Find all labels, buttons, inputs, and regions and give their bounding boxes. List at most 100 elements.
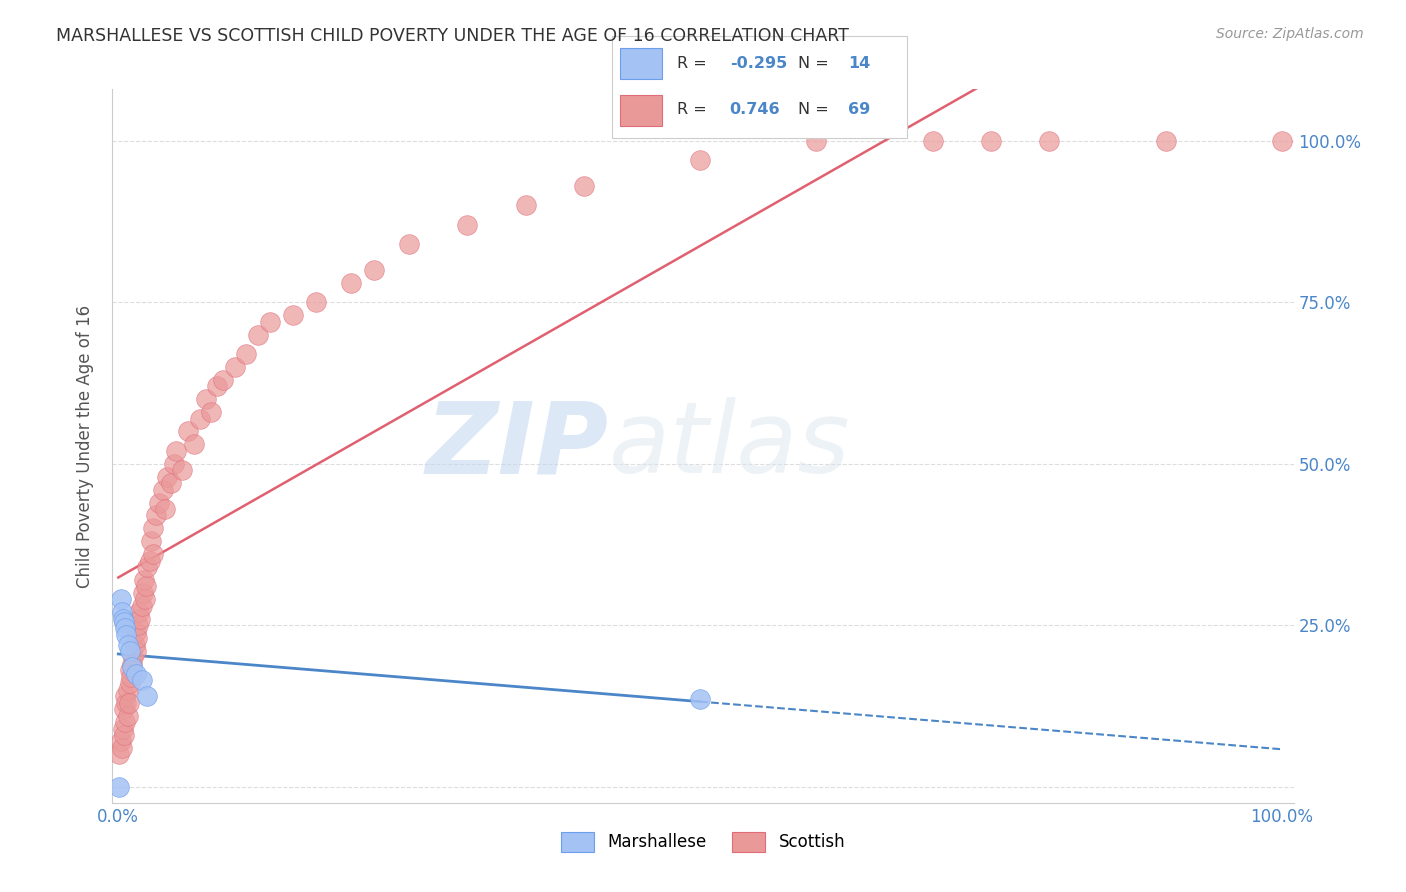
Point: [689, 153, 711, 168]
Point: [114, 715, 136, 730]
Point: [121, 657, 143, 671]
Point: [1154, 134, 1177, 148]
Point: [153, 502, 176, 516]
Point: [108, 747, 131, 762]
Text: 14: 14: [848, 56, 870, 70]
Point: [118, 644, 141, 658]
Text: 0.746: 0.746: [730, 102, 780, 117]
Point: [122, 650, 145, 665]
Point: [129, 612, 152, 626]
Point: [148, 495, 170, 509]
Point: [108, 780, 131, 794]
Point: [125, 631, 148, 645]
Text: N =: N =: [797, 56, 834, 70]
Point: [1271, 134, 1294, 148]
Point: [118, 664, 141, 678]
Point: [205, 379, 228, 393]
Point: [132, 586, 155, 600]
Text: MARSHALLESE VS SCOTTISH CHILD POVERTY UNDER THE AGE OF 16 CORRELATION CHART: MARSHALLESE VS SCOTTISH CHILD POVERTY UN…: [56, 27, 849, 45]
Point: [118, 676, 141, 690]
Point: [134, 592, 156, 607]
Point: [125, 644, 148, 658]
Point: [120, 670, 142, 684]
Point: [112, 728, 135, 742]
Text: Source: ZipAtlas.com: Source: ZipAtlas.com: [1216, 27, 1364, 41]
Point: [194, 392, 217, 407]
Point: [921, 134, 943, 148]
Point: [163, 457, 186, 471]
Point: [235, 347, 257, 361]
Point: [183, 437, 205, 451]
Point: [127, 618, 149, 632]
Point: [980, 134, 1002, 148]
Point: [177, 425, 200, 439]
Point: [142, 521, 165, 535]
Point: [139, 534, 162, 549]
Legend: Marshallese, Scottish: Marshallese, Scottish: [554, 825, 852, 859]
Point: [281, 308, 304, 322]
Point: [200, 405, 222, 419]
Point: [125, 624, 148, 639]
Point: [118, 696, 141, 710]
FancyBboxPatch shape: [612, 36, 907, 138]
Point: [145, 508, 167, 523]
Point: [340, 276, 363, 290]
Text: N =: N =: [797, 102, 834, 117]
Point: [121, 660, 143, 674]
FancyBboxPatch shape: [620, 95, 662, 126]
Point: [398, 237, 420, 252]
Text: R =: R =: [676, 102, 711, 117]
Point: [259, 315, 281, 329]
Point: [515, 198, 537, 212]
Text: atlas: atlas: [609, 398, 851, 494]
Point: [110, 592, 132, 607]
Text: R =: R =: [676, 56, 711, 70]
Point: [363, 263, 385, 277]
Point: [111, 722, 134, 736]
Point: [132, 573, 155, 587]
Point: [114, 690, 136, 704]
Point: [159, 476, 181, 491]
Point: [117, 682, 139, 697]
Point: [806, 134, 828, 148]
Y-axis label: Child Poverty Under the Age of 16: Child Poverty Under the Age of 16: [76, 304, 94, 588]
Text: 69: 69: [848, 102, 870, 117]
Text: ZIP: ZIP: [426, 398, 609, 494]
Point: [142, 547, 165, 561]
Point: [138, 554, 160, 568]
FancyBboxPatch shape: [620, 48, 662, 78]
Point: [111, 612, 134, 626]
Point: [117, 708, 139, 723]
Point: [136, 560, 159, 574]
Text: -0.295: -0.295: [730, 56, 787, 70]
Point: [114, 622, 136, 636]
Point: [131, 673, 153, 687]
Point: [128, 605, 150, 619]
Point: [224, 359, 246, 374]
Point: [305, 295, 328, 310]
Point: [110, 734, 132, 748]
Point: [172, 463, 194, 477]
Point: [131, 599, 153, 613]
Point: [156, 469, 179, 483]
Point: [188, 411, 211, 425]
Point: [112, 702, 135, 716]
Point: [115, 696, 138, 710]
Point: [572, 179, 595, 194]
Point: [212, 373, 235, 387]
Point: [166, 443, 188, 458]
Point: [456, 218, 478, 232]
Point: [111, 740, 134, 755]
Point: [135, 579, 157, 593]
Point: [111, 605, 134, 619]
Point: [124, 638, 146, 652]
Point: [115, 628, 138, 642]
Point: [136, 690, 159, 704]
Point: [117, 638, 139, 652]
Point: [152, 483, 174, 497]
Point: [1038, 134, 1060, 148]
Point: [246, 327, 269, 342]
Point: [125, 666, 148, 681]
Point: [689, 692, 711, 706]
Point: [112, 615, 135, 629]
